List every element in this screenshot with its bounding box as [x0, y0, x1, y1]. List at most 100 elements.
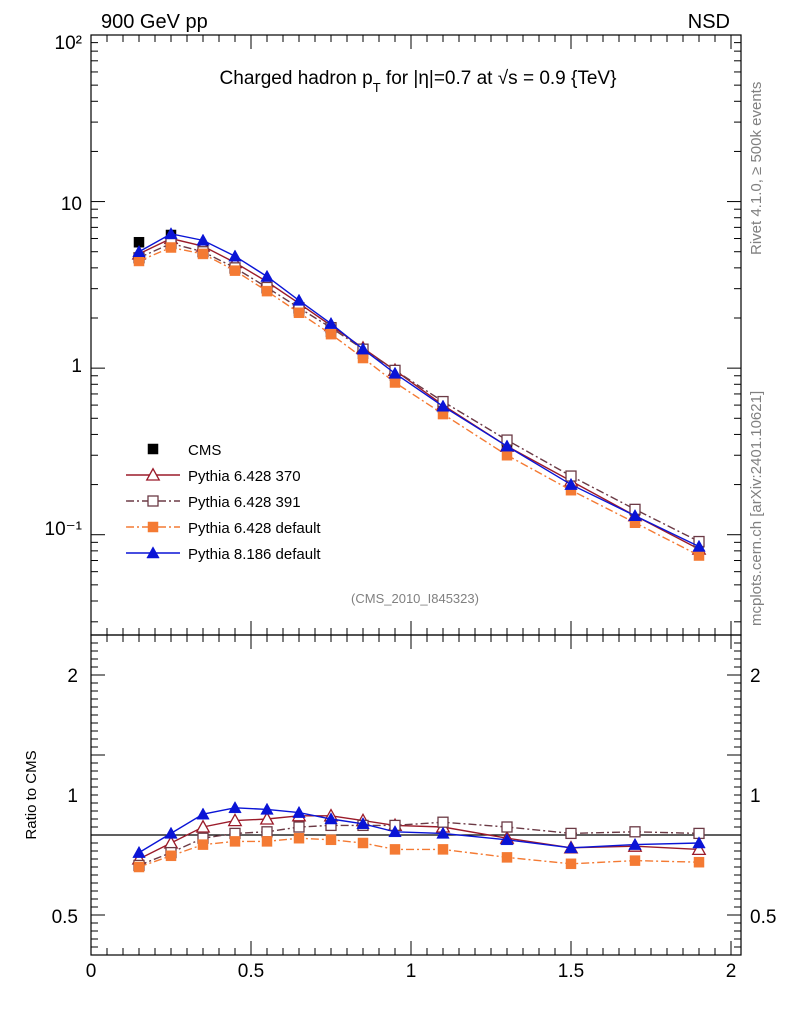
ratio-plot-frame: [90, 634, 742, 956]
y-tick-label-10: 10: [61, 194, 82, 215]
y-tick-label-1: 1: [71, 356, 82, 377]
ratio-point-3-2: [196, 807, 210, 820]
ratio-y-tick-label-right-0.5: 0.5: [750, 907, 776, 928]
ratio-point-3-8: [388, 825, 402, 838]
main-series-line-4: [138, 233, 700, 548]
y-tick-label-0.1: 10⁻¹: [45, 519, 83, 540]
main-point-4-10: [500, 439, 514, 452]
main-point-3-7: [357, 352, 369, 364]
ratio-series-line-0: [138, 815, 700, 860]
x-tick-label-0.5: 0.5: [238, 961, 264, 982]
x-tick-label-0: 0: [86, 961, 97, 982]
main-point-3-5: [293, 307, 305, 319]
main-point-3-8: [389, 377, 401, 388]
main-point-4-3: [228, 249, 242, 262]
main-point-3-4: [261, 285, 273, 297]
ratio-series-line-2: [138, 837, 700, 868]
main-point-4-0: [132, 244, 146, 257]
ratio-y-axis-label: Ratio to CMS: [23, 750, 40, 839]
legend-marker-0: [147, 443, 159, 455]
ratio-point-2-3: [229, 836, 241, 847]
main-point-4-4: [260, 269, 274, 282]
main-point-4-6: [324, 316, 338, 329]
ratio-point-2-7: [357, 837, 369, 849]
main-point-3-6: [325, 328, 337, 340]
ratio-point-3-13: [692, 836, 706, 849]
ratio-point-3-12: [628, 837, 642, 850]
ratio-point-3-0: [132, 845, 146, 858]
ratio-point-3-5: [292, 805, 306, 818]
analysis-tag: (CMS_2010_I845323): [351, 591, 479, 606]
ratio-point-0-4: [259, 811, 275, 825]
legend-marker-4: [146, 546, 160, 559]
ratio-y-tick-label-2: 2: [67, 666, 78, 687]
y-tick-label-100: 10²: [55, 33, 82, 54]
ratio-point-3-11: [564, 841, 578, 854]
main-point-4-12: [628, 508, 642, 521]
main-point-4-8: [388, 366, 402, 379]
main-series-line-2: [138, 242, 700, 543]
legend-label-3: Pythia 6.428 default: [188, 520, 321, 537]
ratio-point-3-3: [228, 801, 242, 814]
ratio-series-line-1: [138, 821, 700, 867]
main-point-4-11: [564, 477, 578, 490]
main-point-4-13: [692, 539, 706, 552]
main-plot-series: [131, 227, 707, 561]
ratio-point-3-4: [260, 802, 274, 815]
axis-ticks: [90, 34, 741, 956]
main-point-3-2: [197, 248, 209, 260]
main-point-3-3: [229, 265, 241, 276]
main-point-3-10: [501, 449, 513, 461]
ratio-point-2-10: [501, 852, 513, 863]
ratio-point-2-2: [197, 839, 209, 850]
ratio-y-tick-label-right-1: 1: [750, 786, 761, 807]
main-point-3-1: [165, 242, 177, 253]
mcplots-label: mcplots.cern.ch [arXiv:2401.10621]: [748, 391, 765, 626]
ratio-point-2-4: [261, 836, 273, 847]
legend-marker-1: [145, 467, 161, 481]
main-y-tick-labels: 10⁻¹ 1 10 10²: [45, 33, 83, 540]
ratio-point-3-9: [436, 826, 450, 839]
ratio-point-2-6: [325, 834, 337, 846]
ratio-plot-series: [91, 801, 741, 873]
ratio-y-tick-label-1: 1: [67, 786, 78, 807]
header-left-label: 900 GeV pp: [101, 11, 208, 33]
main-point-4-2: [196, 233, 210, 246]
ratio-y-tick-labels: 0.5 1 2 0.5 1 2: [52, 666, 777, 928]
legend: CMS Pythia 6.428 370 Pythia 6.428 391 Pythi…: [126, 442, 321, 563]
ratio-point-2-13: [693, 856, 705, 868]
main-point-4-9: [436, 399, 450, 412]
ratio-series-line-3: [138, 807, 700, 854]
plot-title: Charged hadron pT for |η|=0.7 at √s = 0.…: [220, 68, 617, 95]
ratio-point-0-13: [691, 841, 707, 856]
ratio-point-3-10: [500, 833, 514, 846]
ratio-point-1-4: [261, 826, 273, 838]
ratio-point-1-9: [437, 816, 449, 828]
main-point-3-13: [693, 550, 705, 561]
ratio-point-2-8: [389, 844, 401, 855]
ratio-point-2-1: [165, 850, 177, 862]
main-point-4-1: [164, 227, 178, 240]
legend-label-4: Pythia 8.186 default: [188, 546, 321, 563]
rivet-version-label: Rivet 4.1.0, ≥ 500k events: [748, 82, 765, 255]
x-tick-label-1.5: 1.5: [558, 961, 584, 982]
ratio-point-0-3: [227, 813, 243, 827]
legend-label-2: Pythia 6.428 391: [188, 494, 301, 511]
ratio-point-2-5: [293, 832, 305, 844]
ratio-point-3-6: [324, 812, 338, 825]
ratio-point-1-12: [629, 826, 641, 838]
ratio-y-tick-label-0.5: 0.5: [52, 907, 78, 928]
ratio-y-tick-label-right-2: 2: [750, 666, 761, 687]
ratio-point-3-7: [356, 817, 370, 830]
main-point-4-7: [356, 342, 370, 355]
ratio-point-2-11: [565, 858, 577, 870]
ratio-point-1-5: [293, 821, 305, 833]
legend-label-0: CMS: [188, 442, 221, 459]
legend-marker-3: [147, 521, 159, 533]
legend-label-1: Pythia 6.428 370: [188, 468, 301, 485]
ratio-point-3-1: [164, 826, 178, 839]
header-right-label: NSD: [688, 11, 730, 33]
main-point-3-0: [133, 255, 145, 267]
x-tick-label-1: 1: [406, 961, 417, 982]
